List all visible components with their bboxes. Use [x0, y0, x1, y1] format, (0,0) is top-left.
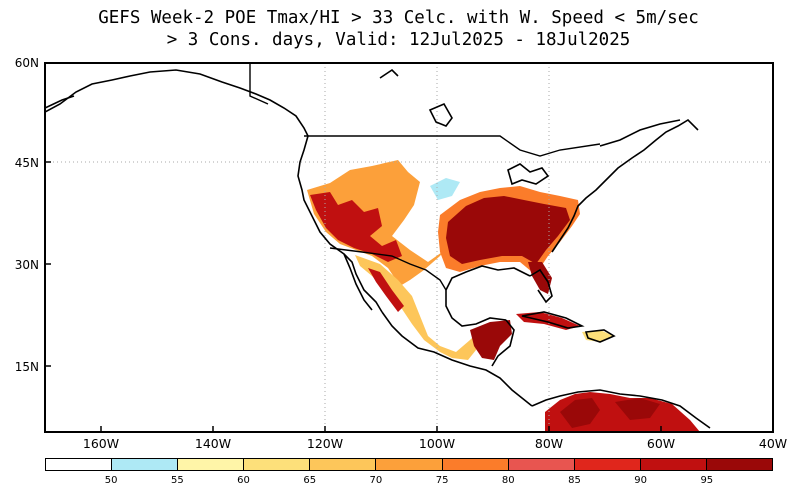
colorbar-label: 85: [568, 475, 581, 486]
south-america-shading-dark: [560, 398, 600, 428]
colorbar-label: 65: [303, 475, 317, 486]
colorbar-segment: [706, 459, 773, 470]
colorbar-segment: [640, 459, 707, 470]
cuba: [521, 311, 585, 329]
east-coast: [551, 118, 699, 253]
canada-east: [599, 119, 681, 147]
alaska-peninsula: [45, 95, 75, 109]
colorbar-segment: [508, 459, 575, 470]
map-title-line2: > 3 Cons. days, Valid: 12Jul2025 - 18Jul…: [166, 30, 631, 50]
cuba-shading: [516, 312, 580, 330]
central-america-shading: [470, 320, 512, 360]
colorbar-label: 95: [700, 475, 714, 486]
graticule: [45, 63, 773, 432]
y-tick-30n: 30N: [14, 258, 39, 272]
colorbar-label: 50: [104, 475, 118, 486]
colorbar-label: 60: [237, 475, 250, 486]
probability-shading: [307, 160, 700, 432]
alaska-coast: [45, 69, 309, 137]
y-tick-60n: 60N: [14, 56, 39, 70]
map-frame: [44, 62, 774, 433]
hispaniola: [584, 329, 616, 343]
axis-ticks: [45, 161, 662, 432]
mexico-shading-red: [368, 268, 404, 312]
east-us-shading-red: [446, 196, 570, 264]
colorbar-label: 90: [634, 475, 647, 486]
colorbar-label: 75: [435, 475, 449, 486]
yucatan: [491, 319, 515, 367]
florida: [529, 268, 553, 304]
coastlines: [45, 68, 711, 429]
colorbar-label: 70: [369, 475, 383, 486]
x-tick-100w: 100W: [418, 436, 456, 451]
map-background: [45, 63, 773, 432]
y-tick-15n: 15N: [14, 360, 39, 374]
colorbar-segment: [178, 459, 245, 470]
colorbar-segment: [112, 459, 179, 470]
south-america-coast: [531, 389, 711, 429]
map-title-line1: GEFS Week-2 POE Tmax/HI > 33 Celc. with …: [98, 8, 699, 28]
y-tick-45n: 45N: [14, 156, 39, 170]
x-tick-140w: 140W: [194, 436, 232, 451]
colorbar-segment: [244, 459, 311, 470]
venezuela-shading-dark: [615, 398, 660, 420]
political-borders: [249, 63, 601, 291]
colorbar-segment: [310, 459, 377, 470]
colorbar-segment: [376, 459, 443, 470]
us-canada-border: [304, 135, 601, 157]
colorbar: [45, 458, 773, 471]
x-tick-120w: 120W: [306, 436, 344, 451]
x-tick-80w: 80W: [534, 436, 564, 451]
florida-shading: [528, 262, 552, 294]
colorbar-segment: [46, 459, 113, 470]
x-tick-160w: 160W: [82, 436, 120, 451]
x-tick-60w: 60W: [646, 436, 676, 451]
mexico-pacific-coast: [381, 311, 533, 407]
great-lakes: [507, 163, 550, 186]
us-mexico-border: [329, 247, 447, 291]
alaska-canada-border: [249, 63, 269, 105]
colorbar-label: 80: [501, 475, 515, 486]
colorbar-label: 55: [170, 475, 184, 486]
colorbar-segment: [574, 459, 641, 470]
x-tick-40w: 40W: [758, 436, 788, 451]
colorbar-segment: [442, 459, 509, 470]
baja: [343, 253, 373, 311]
west-us-shading-red: [310, 192, 402, 262]
west-coast: [297, 135, 383, 313]
hudson-shore: [379, 68, 399, 79]
islands-north: [428, 102, 453, 127]
mexico-shading: [355, 255, 480, 360]
